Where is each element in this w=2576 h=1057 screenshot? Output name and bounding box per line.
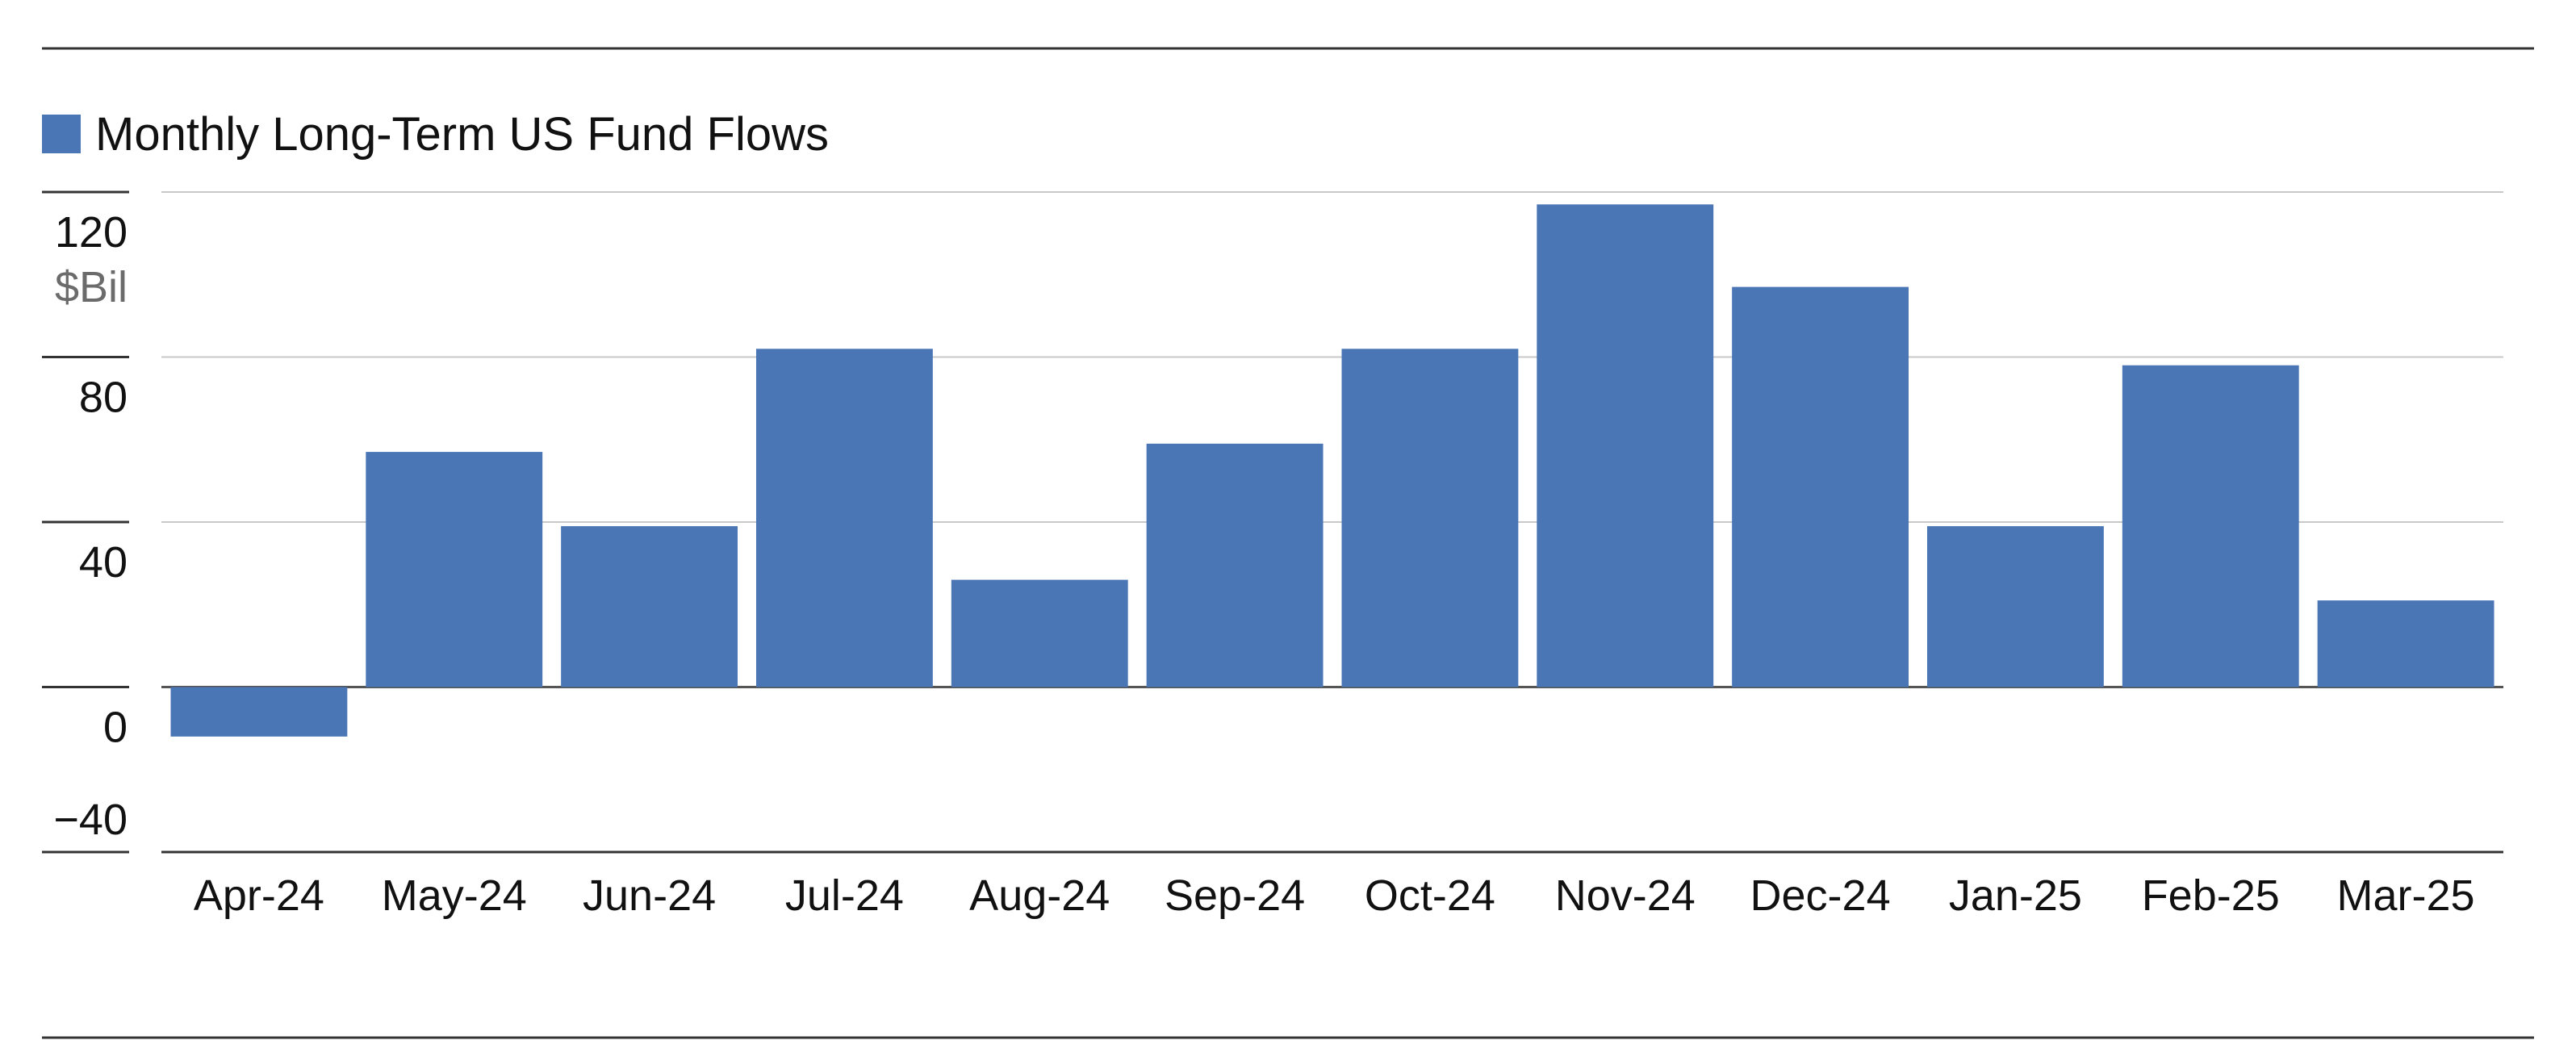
bar-oct-24 <box>1341 349 1519 687</box>
legend-swatch <box>42 115 81 153</box>
legend-label: Monthly Long-Term US Fund Flows <box>95 108 829 161</box>
bar-dec-24 <box>1732 286 1909 687</box>
y-tick-label: 80 <box>79 374 128 422</box>
x-tick-label: Dec-24 <box>1750 871 1891 920</box>
x-tick-label: Apr-24 <box>194 871 324 920</box>
y-tick-label: 120 <box>55 208 128 257</box>
bar-may-24 <box>366 452 543 687</box>
bar-mar-25 <box>2317 600 2494 687</box>
x-tick-label: Mar-25 <box>2337 871 2475 920</box>
x-tick-label: Jan-25 <box>1949 871 2082 920</box>
x-tick-label: May-24 <box>382 871 527 920</box>
bars <box>170 204 2494 737</box>
bar-apr-24 <box>170 687 348 737</box>
bar-feb-25 <box>2122 365 2299 687</box>
x-tick-label: Jul-24 <box>785 871 904 920</box>
gridlines <box>161 191 2503 688</box>
bar-jul-24 <box>755 349 933 687</box>
y-tick-label: 0 <box>103 704 128 752</box>
y-tick-label: 40 <box>79 538 128 587</box>
bar-jan-25 <box>1926 526 2104 687</box>
x-tick-label: Nov-24 <box>1555 871 1696 920</box>
bar-aug-24 <box>951 579 1128 687</box>
x-axis-labels: Apr-24 May-24 Jun-24 Jul-24 Aug-24 Sep-24 Oct-… <box>194 871 2475 920</box>
bar-jun-24 <box>561 526 738 687</box>
legend: Monthly Long-Term US Fund Flows <box>42 108 829 161</box>
x-tick-label: Feb-25 <box>2142 871 2280 920</box>
bar-nov-24 <box>1537 204 1714 687</box>
x-tick-label: Oct-24 <box>1365 871 1495 920</box>
x-tick-label: Aug-24 <box>969 871 1110 920</box>
y-axis-ticks: 120 80 40 0 −40 <box>42 190 129 854</box>
x-tick-label: Sep-24 <box>1165 871 1305 920</box>
bar-sep-24 <box>1146 443 1324 687</box>
y-tick-label: −40 <box>53 796 128 844</box>
x-tick-label: Jun-24 <box>583 871 716 920</box>
y-axis-unit-label: $Bil <box>55 263 128 311</box>
